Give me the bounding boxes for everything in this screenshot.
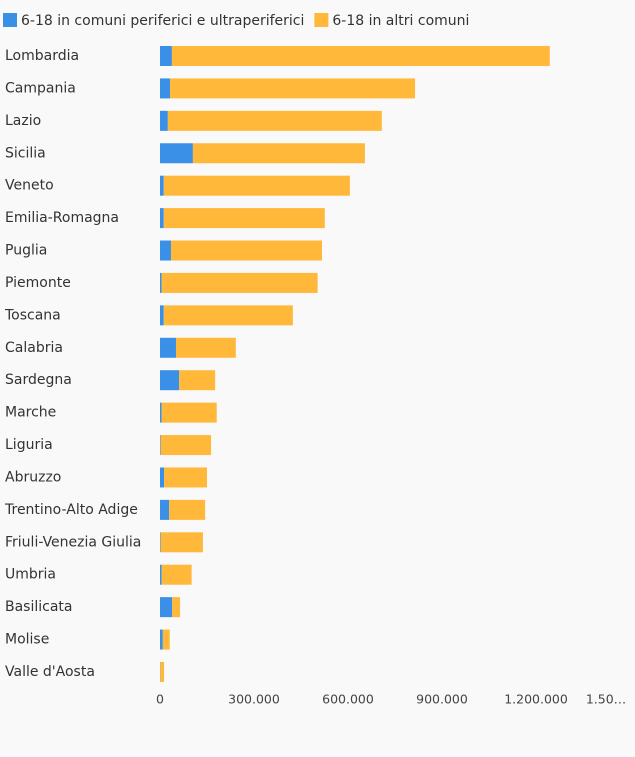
bar-segment: [160, 305, 164, 326]
category-label: Puglia: [5, 243, 47, 259]
legend-swatch: [3, 13, 17, 27]
category-label: Friuli-Venezia Giulia: [5, 534, 141, 550]
bar-segment: [160, 402, 162, 423]
category-label: Valle d'Aosta: [5, 664, 95, 680]
category-label: Sardegna: [5, 372, 72, 388]
x-tick-label: 300.000: [228, 692, 280, 707]
bar-segment: [160, 337, 176, 358]
category-label: Marche: [5, 405, 56, 421]
bar-segment: [160, 272, 162, 293]
bar-segment: [161, 402, 217, 423]
category-label: Campania: [5, 80, 76, 96]
legend-label: 6-18 in comuni periferici e ultraperifer…: [21, 13, 304, 29]
bar-segment: [163, 305, 293, 326]
bar-segment: [169, 499, 206, 520]
bar-segment: [160, 629, 163, 650]
x-tick-label: 900.000: [416, 692, 468, 707]
bar-segment: [160, 467, 165, 488]
bar-segment: [160, 532, 161, 553]
bar-segment: [172, 597, 181, 618]
bar-segment: [163, 175, 350, 196]
bar-segment: [160, 370, 180, 391]
category-label: Calabria: [5, 340, 63, 356]
x-tick-label: 1.200.000: [504, 692, 568, 707]
bar-segment: [160, 661, 165, 682]
category-label: Lombardia: [5, 48, 79, 64]
bar-segment: [164, 467, 207, 488]
bar-segment: [179, 370, 216, 391]
bar-segment: [171, 46, 550, 66]
bar-segment: [160, 435, 212, 456]
bar-segment: [160, 435, 161, 456]
bar-segment: [161, 272, 318, 293]
bar-segment: [162, 629, 170, 650]
bar-segment: [160, 499, 170, 520]
category-label: Sicilia: [5, 145, 46, 161]
bar-segment: [163, 208, 325, 229]
x-tick-label: 600.000: [322, 692, 374, 707]
legend-swatch: [314, 13, 329, 27]
x-tick-label: 1.50…: [586, 692, 626, 707]
category-label: Lazio: [5, 113, 41, 129]
bar-segment: [160, 110, 168, 131]
bar-segment: [175, 337, 236, 358]
bar-segment: [160, 175, 164, 196]
bar-segment: [167, 110, 382, 131]
bar-segment: [160, 208, 164, 229]
legend-label: 6-18 in altri comuni: [332, 13, 469, 29]
bar-segment: [170, 240, 322, 261]
category-label: Molise: [5, 632, 49, 648]
category-label: Liguria: [5, 437, 53, 453]
bar-segment: [170, 78, 416, 99]
category-label: Abruzzo: [5, 469, 61, 485]
category-label: Veneto: [5, 178, 54, 194]
bar-segment: [160, 597, 173, 618]
category-label: Toscana: [4, 307, 61, 323]
category-label: Piemonte: [5, 275, 71, 291]
bar-segment: [161, 564, 192, 585]
bar-segment: [160, 46, 172, 66]
bar-segment: [160, 143, 193, 164]
category-label: Basilicata: [5, 599, 73, 615]
category-label: Emilia-Romagna: [5, 210, 119, 226]
bar-segment: [160, 564, 162, 585]
category-label: Umbria: [5, 567, 56, 583]
bar-segment: [160, 78, 171, 99]
x-tick-label: 0: [156, 692, 164, 707]
category-label: Trentino-Alto Adige: [4, 502, 138, 518]
bar-segment: [160, 240, 171, 261]
bar-segment: [192, 143, 365, 164]
bar-segment: [160, 532, 203, 553]
